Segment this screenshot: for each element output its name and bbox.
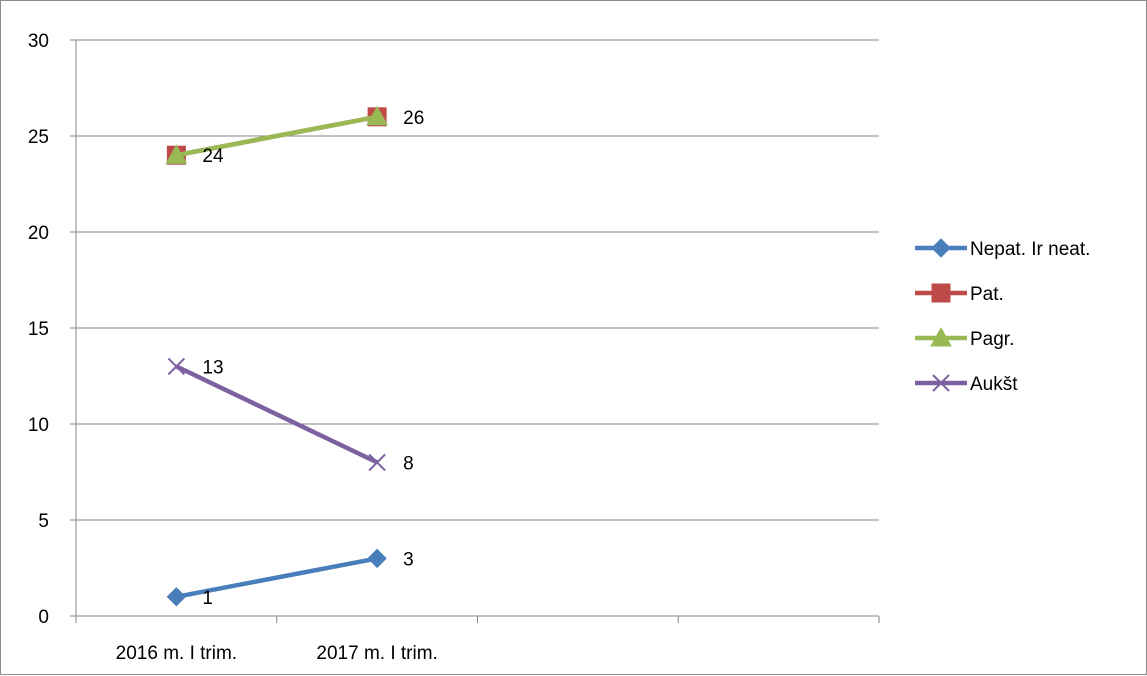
data-label: 13 xyxy=(202,357,223,378)
legend: Nepat. Ir neat. Pat. Pagr. Aukšt xyxy=(915,238,1090,395)
series-3 xyxy=(167,357,386,472)
point-marker xyxy=(366,105,388,126)
axes xyxy=(70,39,880,623)
gridlines xyxy=(76,39,879,521)
point-marker xyxy=(167,357,186,376)
data-label: 3 xyxy=(403,549,414,570)
series-layer xyxy=(165,105,388,607)
series-0 xyxy=(166,548,387,607)
data-label: 24 xyxy=(202,146,224,167)
legend-entry: Nepat. Ir neat. xyxy=(915,238,1090,260)
y-tick-label: 15 xyxy=(28,319,49,340)
data-label: 26 xyxy=(403,108,424,129)
y-tick-label: 5 xyxy=(38,511,49,532)
point-marker xyxy=(930,326,952,347)
legend-label: Aukšt xyxy=(970,374,1018,395)
legend-entry: Pagr. xyxy=(915,326,1014,350)
legend-label: Nepat. Ir neat. xyxy=(970,239,1090,260)
x-tick-label: 2016 m. I trim. xyxy=(116,643,237,664)
data-label: 8 xyxy=(403,453,414,474)
series-2 xyxy=(165,105,388,164)
x-tick-label: 2017 m. I trim. xyxy=(316,643,437,664)
series-line xyxy=(175,114,378,158)
point-marker xyxy=(165,144,188,164)
y-tick-label: 25 xyxy=(28,127,49,148)
point-marker xyxy=(368,453,386,472)
data-label: 1 xyxy=(202,588,213,609)
legend-entry: Pat. xyxy=(915,283,1004,305)
y-tick-label: 20 xyxy=(28,223,49,244)
point-marker xyxy=(931,283,951,303)
point-marker xyxy=(932,374,950,392)
point-marker xyxy=(166,587,187,607)
legend-entry: Aukšt xyxy=(915,374,1018,395)
y-tick-label: 0 xyxy=(38,607,49,628)
point-marker xyxy=(931,238,951,258)
y-tick-label: 10 xyxy=(28,415,49,436)
point-marker xyxy=(367,548,387,569)
y-tick-label: 30 xyxy=(28,31,49,52)
legend-label: Pat. xyxy=(970,284,1004,305)
series-line xyxy=(175,364,379,465)
tick-labels: 0 5 10 15 20 25 30 2016 m. I trim. 2017 m. I tri… xyxy=(28,31,438,664)
series-line xyxy=(175,556,378,600)
legend-label: Pagr. xyxy=(970,329,1014,350)
